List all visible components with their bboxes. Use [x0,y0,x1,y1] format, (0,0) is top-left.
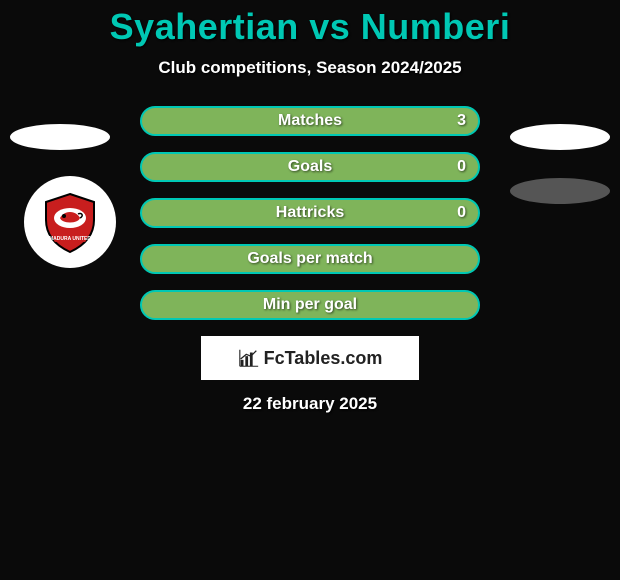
stat-bar-hattricks: Hattricks 0 [140,198,480,228]
stat-label: Min per goal [263,296,357,314]
stat-value: 0 [457,204,466,222]
stat-bars: Matches 3 Goals 0 Hattricks 0 Goals per … [140,106,480,320]
watermark-box: FcTables.com [201,336,419,380]
stat-label: Goals per match [247,250,372,268]
comparison-subtitle: Club competitions, Season 2024/2025 [0,58,620,78]
player-left-club-badge: MADURA UNITED [24,176,116,268]
stat-value: 3 [457,112,466,130]
stat-bar-goals: Goals 0 [140,152,480,182]
watermark-text: FcTables.com [264,348,383,369]
player-left-avatar [10,124,110,150]
stat-label: Matches [278,112,342,130]
club-badge-icon: MADURA UNITED [38,190,102,254]
stat-bar-min-per-goal: Min per goal [140,290,480,320]
stat-bar-goals-per-match: Goals per match [140,244,480,274]
stat-label: Hattricks [276,204,344,222]
bar-chart-icon [238,347,260,369]
stat-label: Goals [288,158,332,176]
player-right-club-badge [510,178,610,204]
comparison-title: Syahertian vs Numberi [0,0,620,48]
svg-text:MADURA UNITED: MADURA UNITED [49,236,91,242]
comparison-date: 22 february 2025 [0,394,620,414]
player-right-avatar [510,124,610,150]
stat-value: 0 [457,158,466,176]
stat-bar-matches: Matches 3 [140,106,480,136]
